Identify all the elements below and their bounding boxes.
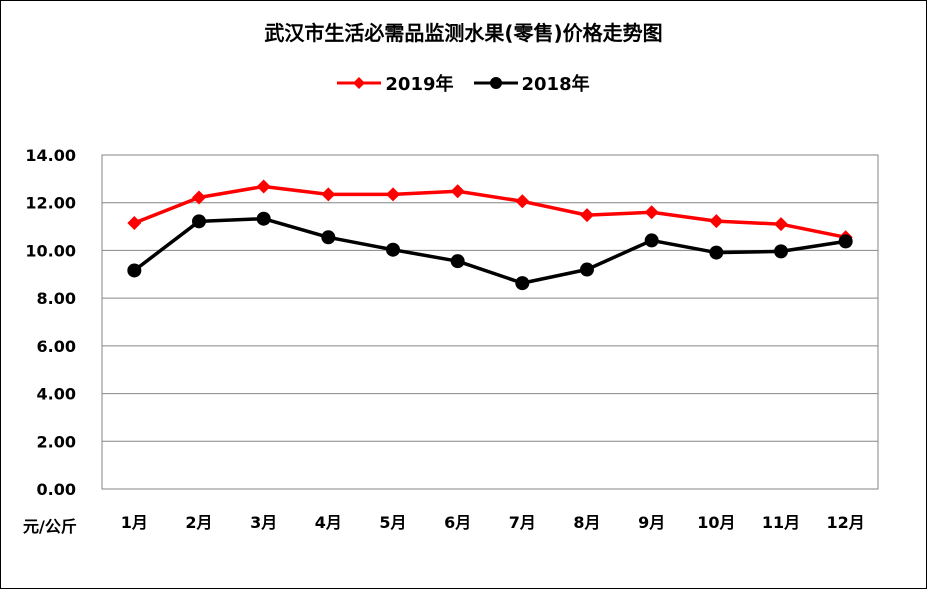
y-tick-label: 12.00 <box>25 194 76 213</box>
data-point-0 <box>709 214 724 229</box>
data-point-1 <box>127 263 142 278</box>
data-point-0 <box>515 194 530 209</box>
plot-border <box>101 154 879 490</box>
data-point-0 <box>192 190 206 205</box>
data-point-1 <box>838 234 853 249</box>
data-point-0 <box>386 187 400 202</box>
data-point-1 <box>386 242 400 257</box>
data-point-0 <box>256 179 271 194</box>
x-tick-label: 8月 <box>573 513 600 532</box>
data-point-1 <box>774 244 788 259</box>
y-tick-label: 6.00 <box>37 337 76 356</box>
x-tick-label: 7月 <box>509 513 536 532</box>
x-tick-label: 6月 <box>444 513 471 532</box>
y-tick-label: 4.00 <box>37 385 76 404</box>
legend-item-2018: 2018年 <box>473 70 590 96</box>
series-line-0 <box>133 184 847 240</box>
data-point-1 <box>450 254 465 269</box>
x-tick-label: 1月 <box>121 513 148 532</box>
legend-marker-2019 <box>337 77 382 89</box>
data-point-1 <box>515 276 530 291</box>
y-tick-label: 0.00 <box>37 480 76 499</box>
legend-marker-2018 <box>473 77 518 89</box>
series-line-1 <box>133 216 846 285</box>
data-point-0 <box>644 205 659 220</box>
data-point-1 <box>644 233 659 248</box>
x-tick-label: 3月 <box>250 513 277 532</box>
x-tick-label: 10月 <box>697 513 735 532</box>
chart-title: 武汉市生活必需品监测水果(零售)价格走势图 <box>264 21 663 45</box>
x-tick-label: 4月 <box>315 513 342 532</box>
y-axis-unit-label: 元/公斤 <box>23 517 77 536</box>
data-point-0 <box>774 217 788 232</box>
data-point-1 <box>580 262 594 277</box>
data-point-1 <box>321 230 336 245</box>
data-point-0 <box>580 208 594 223</box>
data-point-0 <box>450 184 465 199</box>
y-tick-label: 8.00 <box>37 289 76 308</box>
legend: 2019年 2018年 <box>1 71 926 95</box>
data-point-0 <box>127 215 142 230</box>
data-point-1 <box>709 245 724 260</box>
x-tick-label: 5月 <box>379 513 406 532</box>
x-tick-label: 9月 <box>638 513 665 532</box>
data-point-0 <box>321 187 336 202</box>
data-point-1 <box>192 214 206 229</box>
y-tick-label: 10.00 <box>25 241 76 260</box>
x-tick-label: 2月 <box>185 513 212 532</box>
x-tick-label: 11月 <box>762 513 800 532</box>
legend-label-2018: 2018年 <box>521 74 590 95</box>
legend-item-2019: 2019年 <box>337 70 454 96</box>
y-tick-label: 2.00 <box>37 432 76 451</box>
data-point-1 <box>256 211 271 226</box>
y-tick-label: 14.00 <box>25 146 76 165</box>
x-tick-label: 12月 <box>827 513 865 532</box>
legend-label-2019: 2019年 <box>385 74 454 95</box>
